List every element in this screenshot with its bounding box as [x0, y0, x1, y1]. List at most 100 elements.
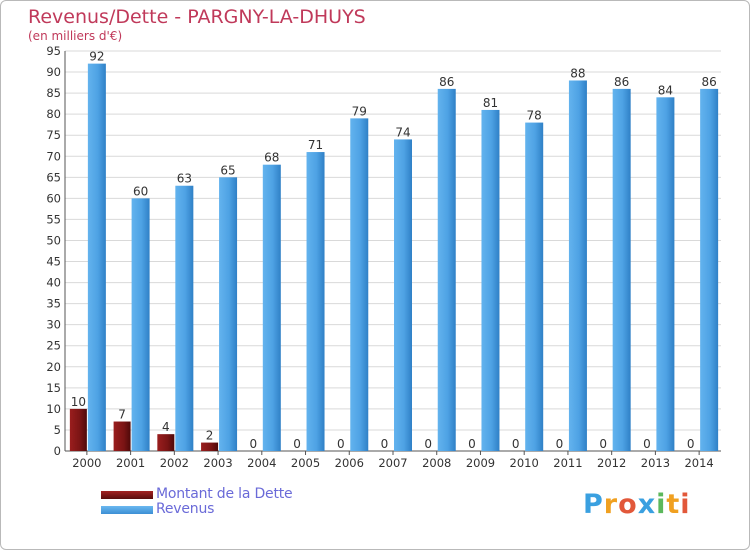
debt-bar — [69, 408, 87, 451]
debt-value-label: 0 — [512, 437, 520, 451]
revenue-value-label: 92 — [89, 50, 104, 64]
revenue-bar — [306, 152, 325, 452]
debt-value-label: 0 — [293, 437, 301, 451]
revenue-bar — [656, 97, 675, 451]
y-tick-label: 55 — [46, 212, 61, 226]
revenue-bar — [350, 118, 369, 452]
revenue-bar — [219, 177, 238, 451]
y-tick-label: 0 — [54, 444, 61, 458]
revenue-bar — [568, 80, 587, 451]
logo-letter: i — [656, 489, 667, 520]
debt-value-label: 0 — [381, 437, 389, 451]
debt-value-label: 2 — [206, 429, 214, 443]
revenue-bar — [175, 185, 194, 451]
revenue-value-label: 84 — [658, 83, 673, 97]
x-tick-label: 2012 — [597, 456, 626, 470]
revenue-bar — [394, 139, 412, 451]
x-tick-label: 2005 — [291, 456, 320, 470]
y-tick-label: 85 — [46, 86, 61, 100]
revenue-bar — [525, 122, 544, 451]
debt-value-label: 0 — [687, 437, 695, 451]
y-tick-label: 15 — [46, 381, 61, 395]
y-tick-label: 90 — [46, 65, 61, 79]
logo-letter: r — [603, 489, 619, 520]
proxiti-logo: Proxiti — [583, 489, 691, 520]
x-tick-label: 2013 — [641, 456, 670, 470]
debt-value-label: 0 — [643, 437, 651, 451]
debt-value-label: 0 — [249, 437, 257, 451]
x-tick-label: 2000 — [72, 456, 101, 470]
y-tick-label: 5 — [54, 423, 61, 437]
revenue-value-label: 71 — [308, 138, 323, 152]
y-tick-label: 20 — [46, 360, 61, 374]
debt-value-label: 0 — [337, 437, 345, 451]
y-tick-label: 75 — [46, 128, 61, 142]
y-tick-label: 95 — [46, 44, 61, 58]
debt-bar — [157, 434, 175, 451]
y-tick-label: 40 — [46, 276, 61, 290]
x-tick-label: 2011 — [553, 456, 582, 470]
y-tick-label: 30 — [46, 318, 61, 332]
revenue-bar — [262, 164, 281, 451]
revenue-bar — [481, 109, 500, 452]
revenue-bar — [700, 88, 719, 451]
x-tick-label: 2010 — [510, 456, 539, 470]
debt-value-label: 0 — [599, 437, 607, 451]
y-tick-label: 80 — [46, 107, 61, 121]
revenue-value-label: 81 — [483, 96, 498, 110]
x-tick-label: 2007 — [378, 456, 407, 470]
revenue-value-label: 78 — [527, 109, 542, 123]
y-tick-label: 25 — [46, 339, 61, 353]
debt-value-label: 7 — [118, 408, 126, 422]
revenue-value-label: 68 — [264, 151, 279, 165]
debt-value-label: 0 — [556, 437, 564, 451]
legend-label-revenue: Revenus — [156, 501, 215, 517]
revenue-value-label: 88 — [570, 66, 585, 80]
x-tick-label: 2009 — [466, 456, 495, 470]
y-tick-label: 35 — [46, 297, 61, 311]
x-tick-label: 2001 — [116, 456, 145, 470]
legend-swatch-debt — [101, 491, 153, 499]
revenue-bar — [131, 198, 150, 451]
revenue-value-label: 65 — [220, 163, 235, 177]
x-tick-label: 2003 — [203, 456, 232, 470]
debt-value-label: 0 — [424, 437, 432, 451]
y-tick-label: 50 — [46, 233, 61, 247]
y-tick-label: 70 — [46, 149, 61, 163]
logo-letter: P — [583, 489, 604, 520]
revenue-value-label: 63 — [177, 172, 192, 186]
logo-letter: o — [618, 489, 638, 520]
revenue-bar — [612, 88, 631, 451]
revenue-value-label: 86 — [614, 75, 629, 89]
y-tick-label: 65 — [46, 170, 61, 184]
chart-subtitle: (en milliers d'€) — [28, 29, 123, 43]
debt-bar — [201, 442, 219, 451]
x-tick-label: 2006 — [335, 456, 364, 470]
logo-letter: t — [666, 489, 681, 520]
debt-value-label: 0 — [468, 437, 476, 451]
legend-label-debt: Montant de la Dette — [156, 486, 293, 502]
y-tick-label: 10 — [46, 402, 61, 416]
chart-title: Revenus/Dette - PARGNY-LA-DHUYS — [28, 6, 366, 28]
revenue-value-label: 86 — [439, 75, 454, 89]
debt-bar — [113, 421, 131, 451]
y-tick-label: 45 — [46, 255, 61, 269]
legend-swatch-revenue — [101, 506, 153, 514]
x-tick-label: 2004 — [247, 456, 276, 470]
revenue-value-label: 86 — [701, 75, 716, 89]
logo-letter: i — [680, 489, 691, 520]
debt-value-label: 10 — [71, 395, 86, 409]
logo-letter: x — [637, 489, 657, 520]
revenue-bar — [437, 88, 456, 451]
x-tick-label: 2002 — [160, 456, 189, 470]
revenue-value-label: 60 — [133, 184, 148, 198]
revenue-value-label: 74 — [395, 125, 410, 139]
x-tick-label: 2014 — [684, 456, 713, 470]
y-tick-label: 60 — [46, 191, 61, 205]
revenue-bar — [87, 63, 106, 451]
debt-value-label: 4 — [162, 420, 170, 434]
revenue-value-label: 79 — [352, 104, 367, 118]
x-tick-label: 2008 — [422, 456, 451, 470]
